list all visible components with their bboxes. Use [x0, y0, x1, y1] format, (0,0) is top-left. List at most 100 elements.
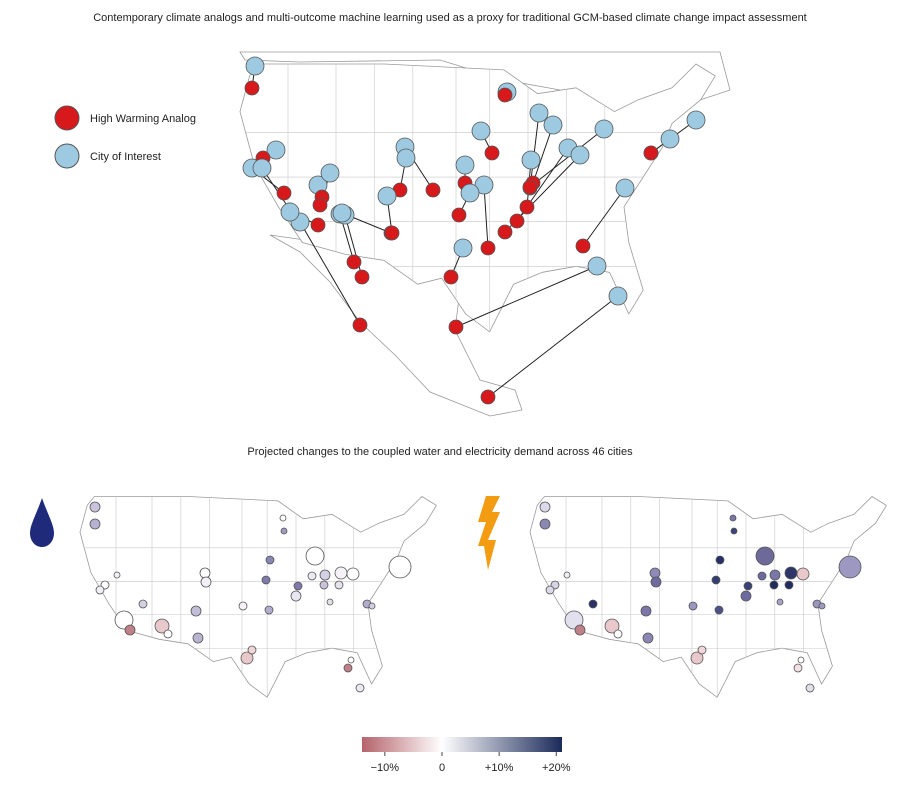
electricity-city	[715, 555, 725, 565]
water-city	[89, 501, 101, 513]
electricity-city	[743, 581, 753, 591]
land	[529, 495, 887, 698]
water-city	[124, 624, 136, 636]
legend-label: High Warming Analog	[90, 113, 196, 125]
city-marker	[471, 121, 491, 141]
analog-marker	[310, 217, 326, 233]
city-marker	[587, 256, 607, 276]
electricity-city	[574, 624, 586, 636]
water-city	[319, 580, 329, 590]
colorbar-tick-label: 0	[439, 762, 445, 774]
electricity-city	[697, 645, 707, 655]
colorbar-tick-label: −10%	[371, 762, 400, 774]
electricity-city	[545, 585, 555, 595]
colorbar-tick-label: +20%	[542, 762, 571, 774]
water-city	[346, 567, 360, 581]
analog-marker	[451, 207, 467, 223]
electricity-city	[714, 605, 724, 615]
analog-link	[532, 124, 554, 184]
analog-marker	[519, 199, 535, 215]
analog-marker	[354, 269, 370, 285]
electricity-city	[818, 602, 826, 610]
water-city	[334, 580, 344, 590]
city-marker	[543, 115, 563, 135]
water-city	[114, 610, 134, 630]
electricity-city	[650, 576, 662, 588]
electricity-map	[529, 495, 887, 698]
water-city	[368, 602, 376, 610]
electricity-city	[688, 601, 698, 611]
analog-marker	[484, 145, 500, 161]
figure-title: Contemporary climate analogs and multi-o…	[93, 12, 807, 24]
water-city	[95, 585, 105, 595]
water-city	[305, 546, 325, 566]
electricity-city	[730, 527, 738, 535]
electricity-city	[793, 663, 803, 673]
electricity-city	[797, 656, 805, 664]
electricity-city	[729, 514, 737, 522]
analog-marker	[509, 213, 525, 229]
water-city	[265, 555, 275, 565]
city-marker	[245, 56, 265, 76]
city-marker	[266, 140, 286, 160]
city-marker	[453, 238, 473, 258]
analog-marker	[643, 145, 659, 161]
city-marker	[594, 119, 614, 139]
water-city	[279, 514, 287, 522]
analog-marker	[244, 80, 260, 96]
water-city	[138, 599, 148, 609]
water-city	[264, 605, 274, 615]
city-marker	[529, 103, 549, 123]
water-city	[347, 656, 355, 664]
city-marker	[377, 186, 397, 206]
subtitle: Projected changes to the coupled water a…	[247, 446, 633, 458]
analog-link	[529, 128, 605, 188]
city-marker	[460, 183, 480, 203]
electricity-city	[613, 629, 623, 639]
electricity-city	[805, 683, 815, 693]
electricity-city	[740, 590, 752, 602]
electricity-city	[564, 610, 584, 630]
legend-swatch	[54, 105, 80, 131]
water-city	[334, 566, 348, 580]
city-marker	[474, 175, 494, 195]
water-city	[247, 645, 257, 655]
water-city	[326, 598, 334, 606]
electricity-city	[784, 566, 798, 580]
analog-marker	[425, 182, 441, 198]
city-marker	[608, 286, 628, 306]
water-city	[280, 527, 288, 535]
electricity-city	[776, 598, 784, 606]
analog-link	[529, 112, 540, 189]
colorbar-ramp	[362, 737, 562, 752]
electricity-city	[642, 632, 654, 644]
land	[79, 495, 437, 698]
electricity-city	[539, 501, 551, 513]
city-marker	[615, 178, 635, 198]
city-marker	[686, 110, 706, 130]
city-marker	[280, 202, 300, 222]
electricity-city	[796, 567, 810, 581]
colorbar-tick-label: +10%	[485, 762, 514, 774]
analog-marker	[312, 197, 328, 213]
water-city	[319, 569, 331, 581]
electricity-city	[711, 575, 721, 585]
water-city	[290, 590, 302, 602]
water-city	[388, 555, 412, 579]
city-marker	[396, 148, 416, 168]
water-city	[154, 618, 170, 634]
analog-marker	[575, 238, 591, 254]
city-marker	[570, 145, 590, 165]
electricity-city	[649, 567, 661, 579]
water-city	[238, 601, 248, 611]
electricity-city	[769, 569, 781, 581]
legend-label: City of Interest	[90, 151, 161, 163]
electricity-city	[539, 518, 551, 530]
city-marker	[332, 203, 352, 223]
electricity-city	[604, 618, 620, 634]
analog-marker	[384, 225, 400, 241]
analog-marker	[480, 389, 496, 405]
water-city	[355, 683, 365, 693]
water-map	[79, 495, 437, 698]
